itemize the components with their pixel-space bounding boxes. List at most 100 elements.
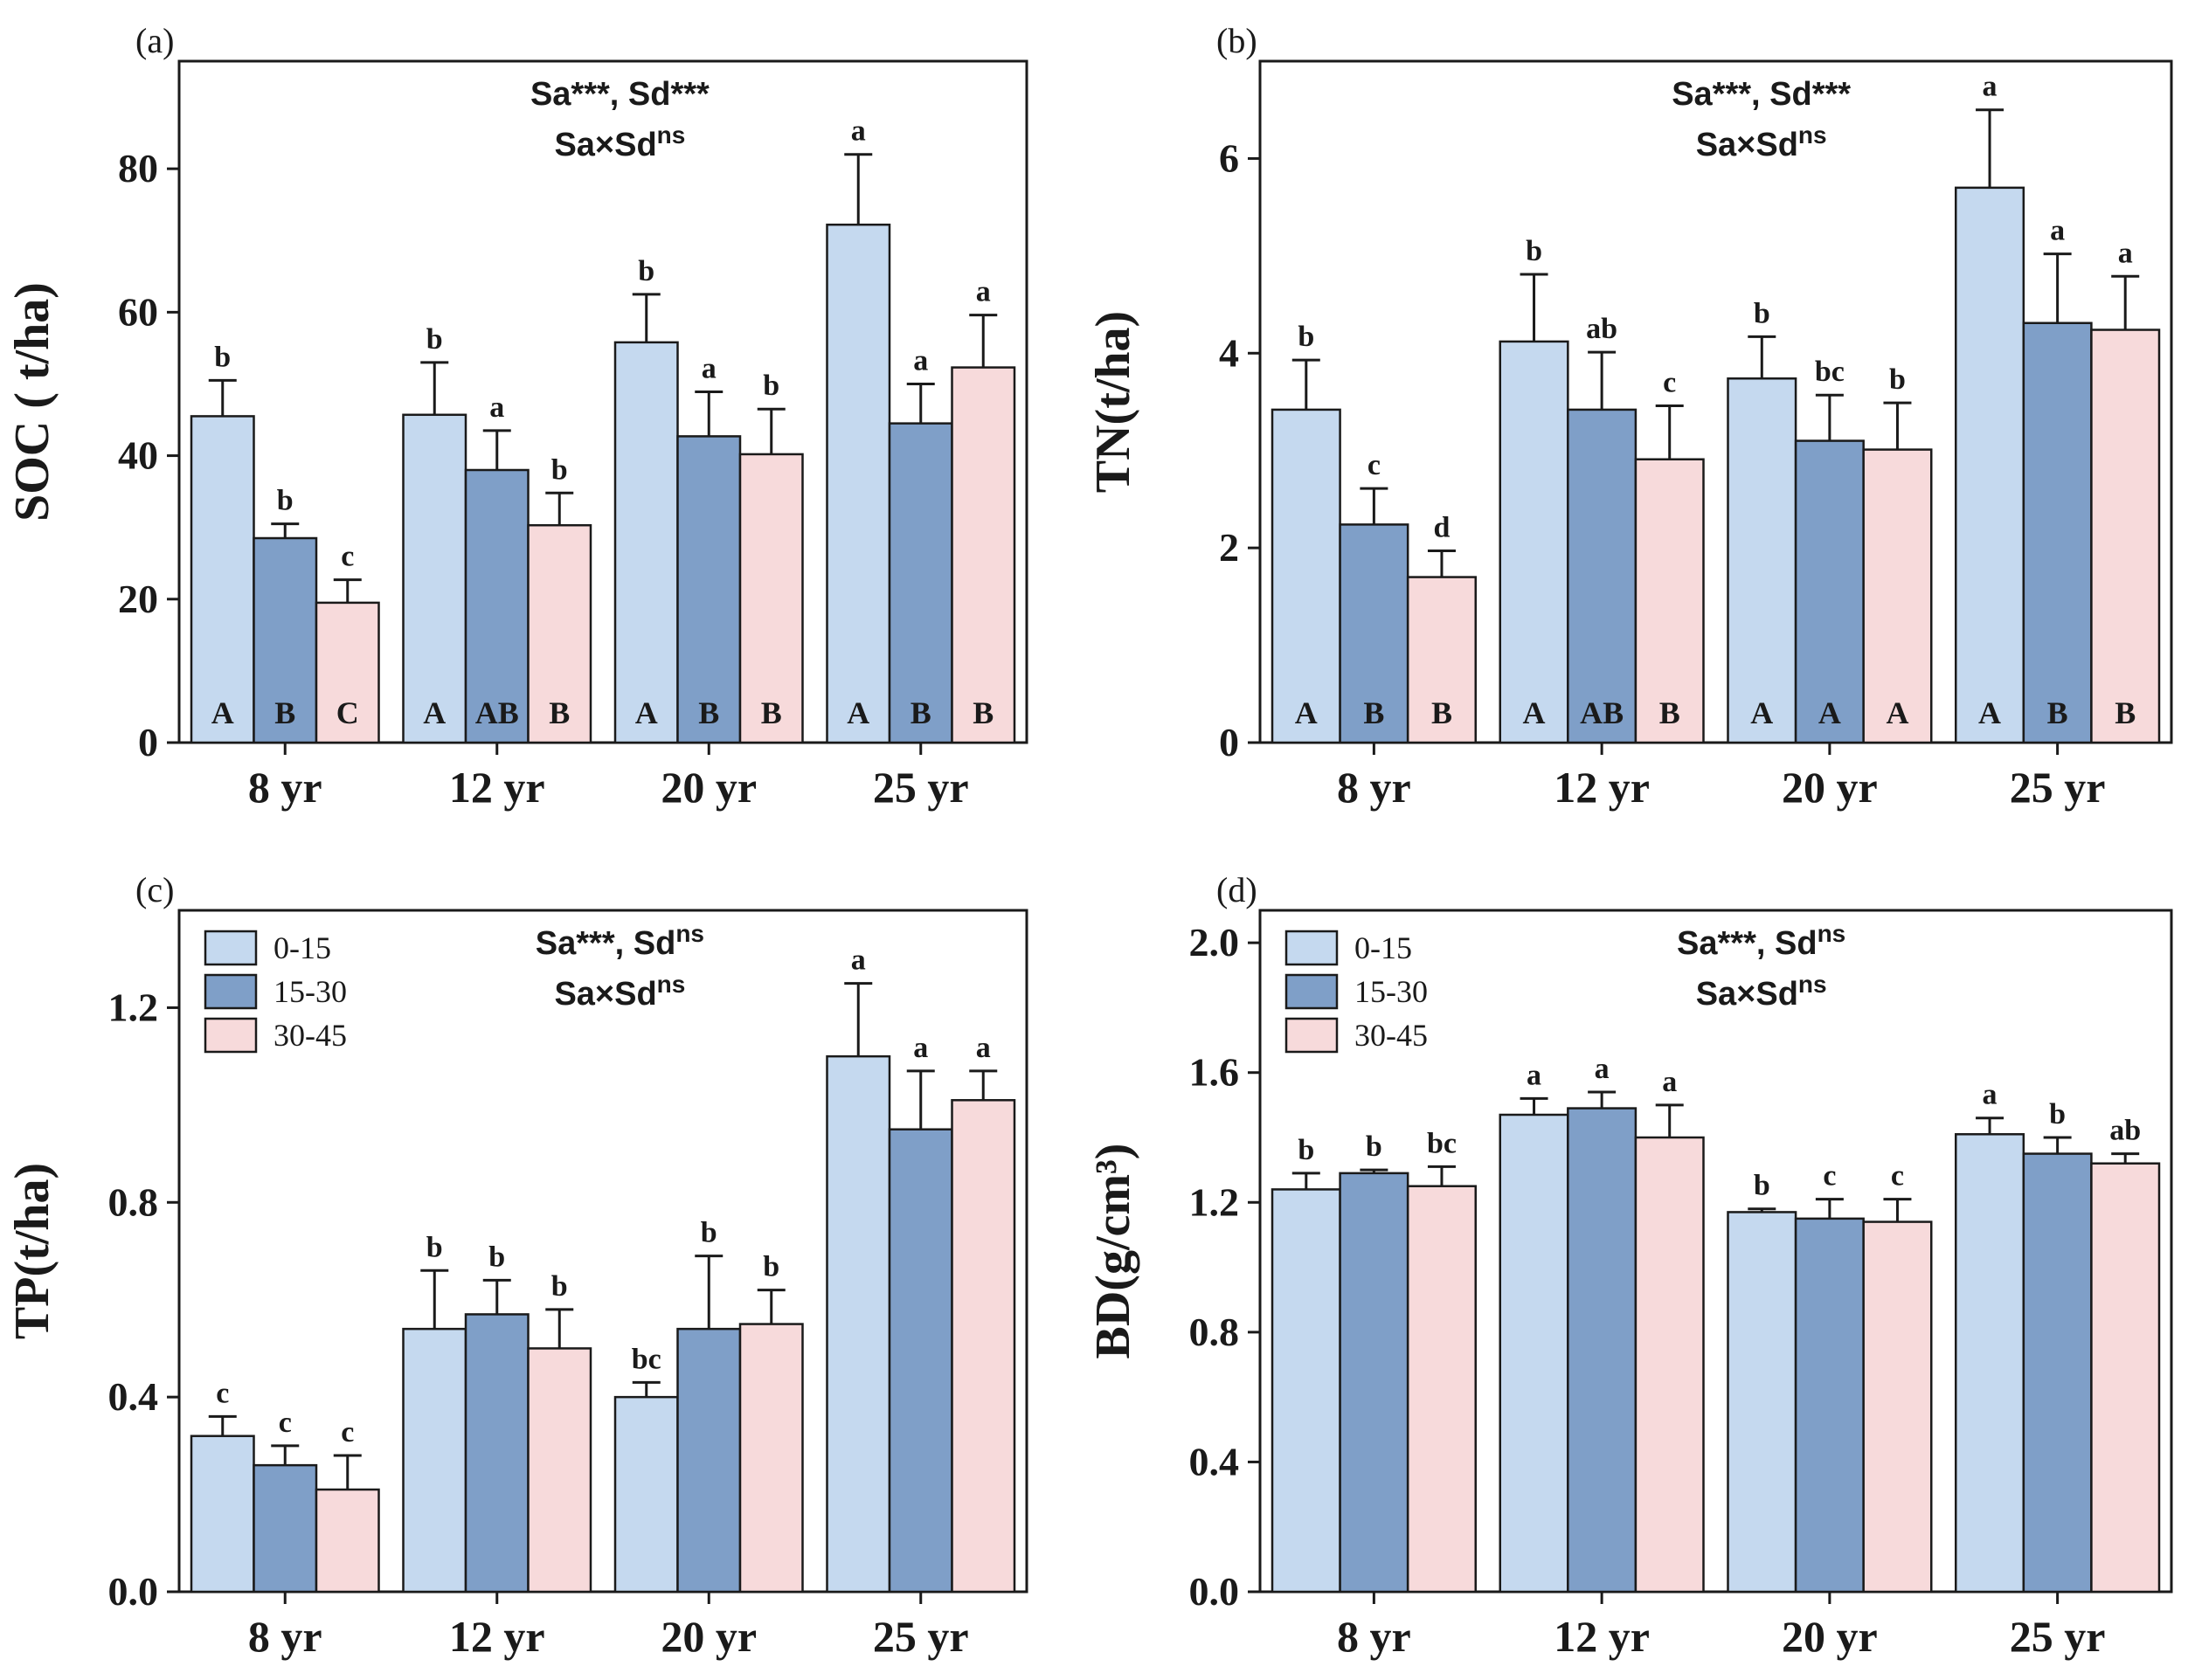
significance-letter: b [426, 323, 443, 356]
stats-text: Sa×Sd [554, 127, 656, 163]
bar [888, 422, 953, 744]
bar [1634, 1136, 1705, 1594]
y-axis-label: SOC ( t/ha) [5, 282, 59, 522]
legend-label: 15-30 [274, 974, 347, 1009]
legend-swatch [204, 1017, 258, 1054]
significance-letter: bc [632, 1343, 661, 1375]
bar [2022, 1152, 2093, 1594]
bar [527, 523, 592, 744]
bar [1499, 340, 1569, 744]
stats-superscript: ns [657, 971, 686, 998]
y-axis-label: BD(g/cm³) [1086, 1144, 1140, 1359]
bar [1406, 576, 1477, 744]
y-tick-label: 4 [1219, 330, 1239, 375]
bar [1862, 448, 1933, 744]
bar [190, 415, 255, 744]
legend-label: 30-45 [1354, 1018, 1428, 1053]
legend-swatch [1284, 973, 1339, 1010]
depth-letter: A [1750, 695, 1773, 730]
bar [253, 1463, 318, 1594]
stats-superscript: ns [657, 121, 686, 149]
panel-a: (a) 0 20 40 60 80 SOC ( t/ha) 8 yr b Ab Bc C 12 yr b A… [5, 21, 1028, 812]
significance-letter: a [702, 353, 717, 385]
x-tick-label: 8 yr [248, 763, 322, 812]
depth-letter: A [211, 695, 234, 730]
bar [613, 1395, 679, 1594]
x-tick-label: 8 yr [1337, 1612, 1411, 1661]
bar [1567, 408, 1638, 744]
x-tick-label: 25 yr [873, 763, 969, 812]
depth-letter: B [1431, 695, 1452, 730]
legend-swatch [1284, 1017, 1339, 1054]
significance-letter: d [1433, 511, 1450, 543]
y-tick-label: 40 [118, 433, 158, 478]
stats-annotation: Sa***, Sdns [1677, 920, 1845, 962]
stats-annotation: Sa***, Sdns [536, 920, 704, 962]
bar [738, 1323, 804, 1594]
y-tick-label: 6 [1219, 135, 1239, 180]
bar [1406, 1185, 1477, 1594]
bar [1794, 1217, 1865, 1594]
panel-label: (b) [1216, 21, 1257, 60]
depth-letter: B [761, 695, 782, 730]
significance-letter: c [1368, 449, 1381, 481]
plot-frame [177, 909, 1028, 1594]
depth-letter: A [1818, 695, 1841, 730]
stats-annotation: Sa***, Sd*** [530, 76, 710, 113]
bar [1955, 1133, 2025, 1594]
legend-label: 0-15 [1354, 930, 1412, 965]
bar [1499, 1113, 1569, 1594]
significance-letter: ab [2109, 1115, 2141, 1147]
depth-letter: B [2115, 695, 2136, 730]
significance-letter: b [638, 255, 654, 287]
stats-text: Sa×Sd [1696, 127, 1798, 163]
significance-letter: b [1754, 297, 1770, 329]
x-tick-label: 12 yr [449, 1612, 545, 1661]
bar [190, 1435, 255, 1594]
bar [676, 1327, 742, 1594]
significance-letter: b [1889, 363, 1906, 396]
stats-text: Sa***, Sd*** [530, 76, 710, 113]
bar [676, 435, 742, 744]
stats-annotation: Sa×Sdns [1696, 971, 1827, 1013]
depth-letter: A [635, 695, 658, 730]
y-tick-label: 60 [118, 289, 158, 334]
y-tick-label: 80 [118, 146, 158, 190]
stats-annotation: Sa×Sdns [554, 121, 685, 163]
significance-letter: b [214, 341, 231, 373]
significance-letter: b [1754, 1170, 1770, 1202]
bar [402, 413, 467, 744]
stats-annotation: Sa×Sdns [554, 971, 685, 1013]
plot-frame [177, 59, 1028, 744]
significance-letter: a [851, 115, 866, 148]
x-tick-label: 12 yr [1554, 1612, 1650, 1661]
depth-letter: B [973, 695, 994, 730]
significance-letter: ab [1586, 313, 1617, 345]
significance-letter: c [1891, 1160, 1904, 1193]
significance-letter: a [851, 944, 866, 977]
x-tick-label: 20 yr [1782, 763, 1878, 812]
significance-letter: a [1527, 1059, 1541, 1091]
y-axis-label: TP(t/ha) [5, 1163, 59, 1339]
legend-swatch [1284, 930, 1339, 966]
bar [527, 1347, 592, 1594]
depth-letter: B [2047, 695, 2068, 730]
significance-letter: a [1983, 71, 1998, 103]
stats-superscript: ns [1798, 121, 1827, 149]
stats-text: Sa***, Sd*** [1672, 76, 1851, 113]
significance-letter: a [489, 391, 504, 424]
y-tick-label: 0.4 [108, 1374, 159, 1419]
significance-letter: b [1526, 235, 1542, 267]
stats-text: Sa***, Sd [536, 925, 676, 962]
significance-letter: a [976, 276, 991, 308]
significance-letter: bc [1427, 1127, 1457, 1159]
bar [315, 601, 380, 744]
y-tick-label: 0.8 [108, 1179, 159, 1224]
x-tick-label: 25 yr [2010, 1612, 2106, 1661]
significance-letter: c [341, 541, 354, 573]
y-tick-label: 0.0 [108, 1569, 159, 1614]
legend-label: 15-30 [1354, 974, 1428, 1009]
significance-letter: b [551, 1270, 568, 1303]
significance-letter: bc [1815, 356, 1845, 388]
